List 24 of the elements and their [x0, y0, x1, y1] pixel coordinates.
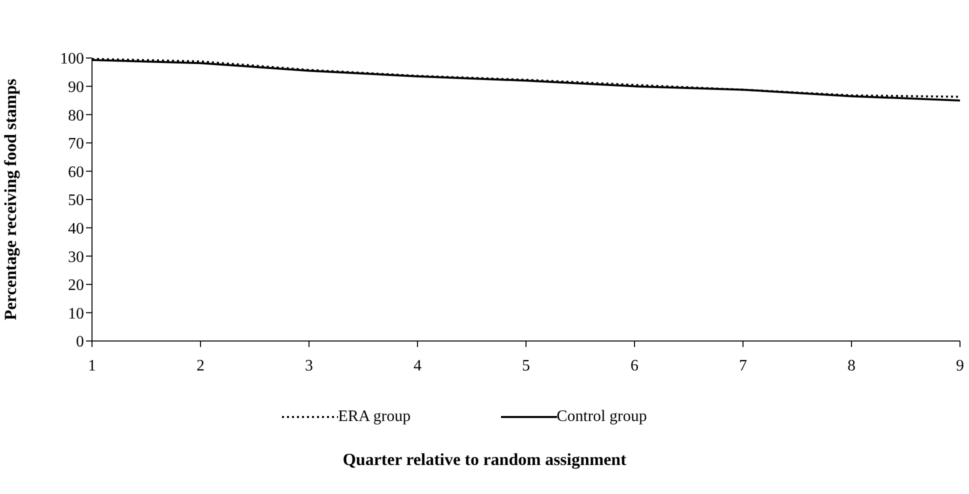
y-tick-label: 80	[68, 107, 84, 124]
y-tick-label: 20	[68, 277, 84, 294]
y-tick-label: 90	[68, 78, 84, 96]
x-tick-label: 4	[414, 357, 422, 374]
x-tick-label: 9	[956, 357, 964, 374]
y-tick-label: 50	[68, 192, 84, 210]
y-axis-title: Percentage receiving food stamps	[1, 78, 20, 320]
x-tick-label: 2	[196, 357, 204, 374]
y-tick-label: 10	[68, 305, 84, 322]
y-tick-label: 100	[60, 50, 84, 68]
x-tick-label: 8	[848, 357, 856, 374]
x-tick-label: 3	[305, 357, 313, 374]
legend-label: Control group	[556, 408, 647, 426]
x-tick-label: 7	[739, 357, 747, 374]
y-tick-label: 40	[68, 220, 84, 238]
y-tick-label: 70	[68, 136, 84, 153]
x-tick-label: 5	[522, 357, 530, 374]
x-tick-label: 1	[88, 357, 96, 374]
x-tick-label: 6	[630, 357, 638, 374]
legend-label: ERA group	[338, 408, 411, 426]
y-tick-label: 60	[68, 164, 84, 181]
x-axis-title: Quarter relative to random assignment	[342, 450, 628, 470]
y-tick-label: 30	[68, 248, 84, 266]
y-tick-label: 0	[76, 334, 84, 351]
